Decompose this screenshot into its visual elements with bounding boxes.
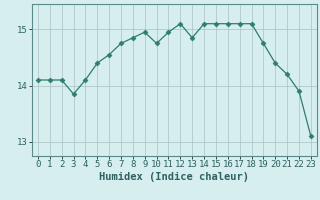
X-axis label: Humidex (Indice chaleur): Humidex (Indice chaleur) [100, 172, 249, 182]
